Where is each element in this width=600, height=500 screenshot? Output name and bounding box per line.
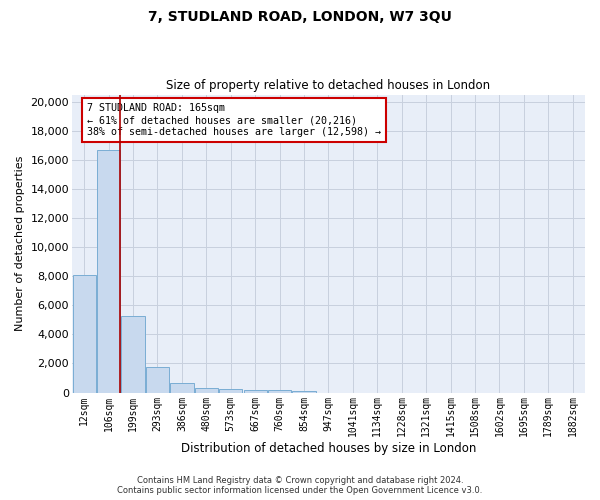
Bar	[146, 367, 169, 392]
Text: Contains HM Land Registry data © Crown copyright and database right 2024.
Contai: Contains HM Land Registry data © Crown c…	[118, 476, 482, 495]
Bar	[170, 382, 194, 392]
Bar	[244, 390, 267, 392]
Bar	[97, 150, 120, 392]
Bar	[73, 275, 96, 392]
Y-axis label: Number of detached properties: Number of detached properties	[15, 156, 25, 331]
Bar	[268, 390, 291, 392]
Text: 7, STUDLAND ROAD, LONDON, W7 3QU: 7, STUDLAND ROAD, LONDON, W7 3QU	[148, 10, 452, 24]
Title: Size of property relative to detached houses in London: Size of property relative to detached ho…	[166, 79, 491, 92]
Bar	[219, 389, 242, 392]
X-axis label: Distribution of detached houses by size in London: Distribution of detached houses by size …	[181, 442, 476, 455]
Bar	[195, 388, 218, 392]
Bar	[292, 390, 316, 392]
Bar	[121, 316, 145, 392]
Text: 7 STUDLAND ROAD: 165sqm
← 61% of detached houses are smaller (20,216)
38% of sem: 7 STUDLAND ROAD: 165sqm ← 61% of detache…	[88, 104, 382, 136]
